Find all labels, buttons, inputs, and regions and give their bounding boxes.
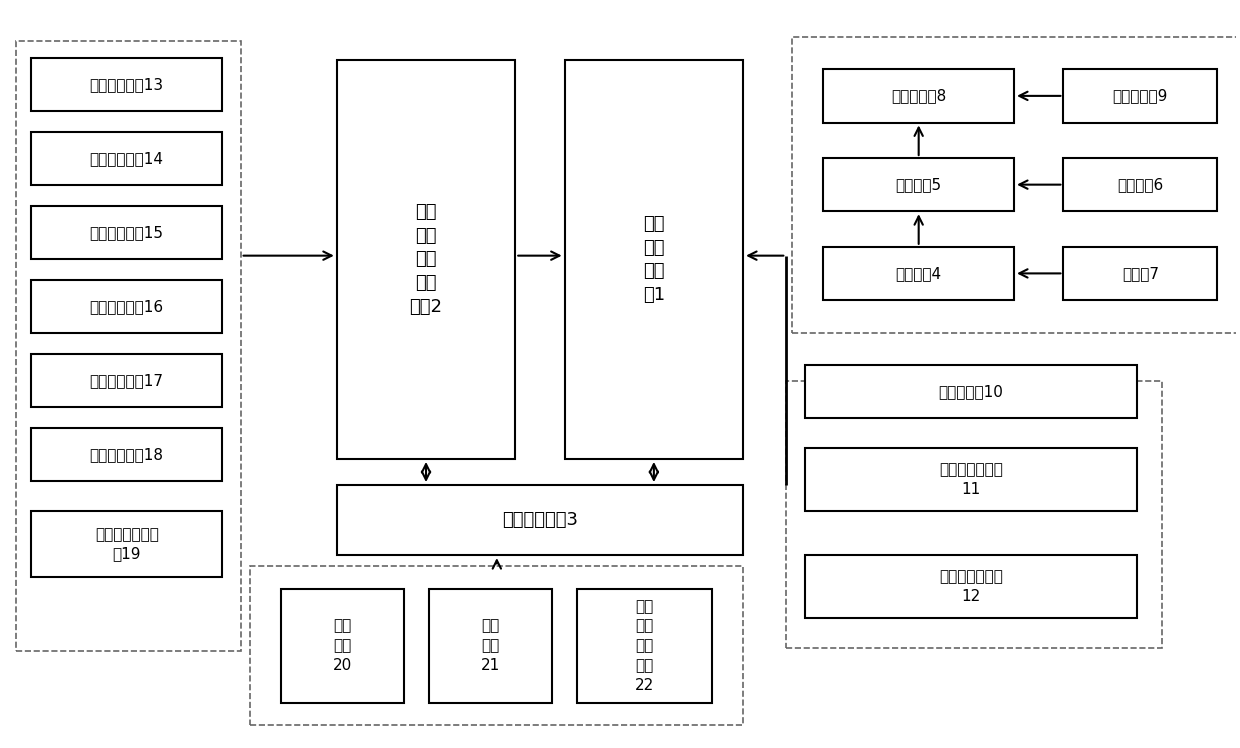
- Text: 风场模拟设备14: 风场模拟设备14: [89, 151, 164, 166]
- Text: 下游挡板6: 下游挡板6: [1117, 177, 1163, 192]
- Bar: [1064, 247, 1218, 300]
- Text: 日照模拟设备17: 日照模拟设备17: [89, 373, 164, 388]
- Bar: [31, 428, 222, 481]
- Text: 压力传感器10: 压力传感器10: [939, 384, 1003, 399]
- Bar: [31, 354, 222, 407]
- Bar: [805, 555, 1137, 618]
- Bar: [31, 132, 222, 186]
- Bar: [1064, 70, 1218, 123]
- Bar: [337, 485, 743, 555]
- Bar: [792, 37, 1240, 334]
- Text: 降雨模拟设备13: 降雨模拟设备13: [89, 77, 164, 92]
- Bar: [250, 566, 743, 726]
- Bar: [337, 60, 516, 459]
- Bar: [281, 589, 404, 703]
- Text: 可变
坡面
实验
台1: 可变 坡面 实验 台1: [642, 215, 665, 304]
- Text: 供水
系统
21: 供水 系统 21: [481, 619, 500, 673]
- Bar: [31, 58, 222, 111]
- Text: 信号
采集
处理
系统
22: 信号 采集 处理 系统 22: [635, 598, 655, 693]
- Text: 降雪模拟设备16: 降雪模拟设备16: [89, 299, 164, 314]
- Text: 供电
系统
20: 供电 系统 20: [334, 619, 352, 673]
- Bar: [564, 60, 743, 459]
- Bar: [823, 70, 1014, 123]
- Text: 土壤块标件8: 土壤块标件8: [892, 88, 946, 103]
- Text: 底部基座4: 底部基座4: [895, 266, 941, 281]
- Bar: [577, 589, 712, 703]
- Bar: [823, 247, 1014, 300]
- Text: 控制系统单元3: 控制系统单元3: [502, 511, 578, 529]
- Text: 标件调节器9: 标件调节器9: [1112, 88, 1168, 103]
- Text: 复合
极端
环境
模拟
单元2: 复合 极端 环境 模拟 单元2: [409, 203, 443, 316]
- Bar: [31, 206, 222, 260]
- Text: 水平位移传感器
12: 水平位移传感器 12: [939, 569, 1003, 604]
- Text: 地表漫流模拟设
备19: 地表漫流模拟设 备19: [94, 527, 159, 562]
- Bar: [31, 280, 222, 334]
- Text: 土壤湿度传感器
11: 土壤湿度传感器 11: [939, 462, 1003, 497]
- Bar: [429, 589, 552, 703]
- Text: 液压杆7: 液压杆7: [1122, 266, 1159, 281]
- Bar: [16, 41, 241, 652]
- Bar: [805, 448, 1137, 511]
- Text: 坡面底板5: 坡面底板5: [895, 177, 941, 192]
- Bar: [786, 381, 1162, 648]
- Bar: [1064, 158, 1218, 211]
- Bar: [31, 511, 222, 577]
- Text: 冻雨模拟设备15: 冻雨模拟设备15: [89, 225, 164, 240]
- Bar: [823, 158, 1014, 211]
- Text: 气温模拟设备18: 气温模拟设备18: [89, 447, 164, 462]
- Bar: [805, 365, 1137, 418]
